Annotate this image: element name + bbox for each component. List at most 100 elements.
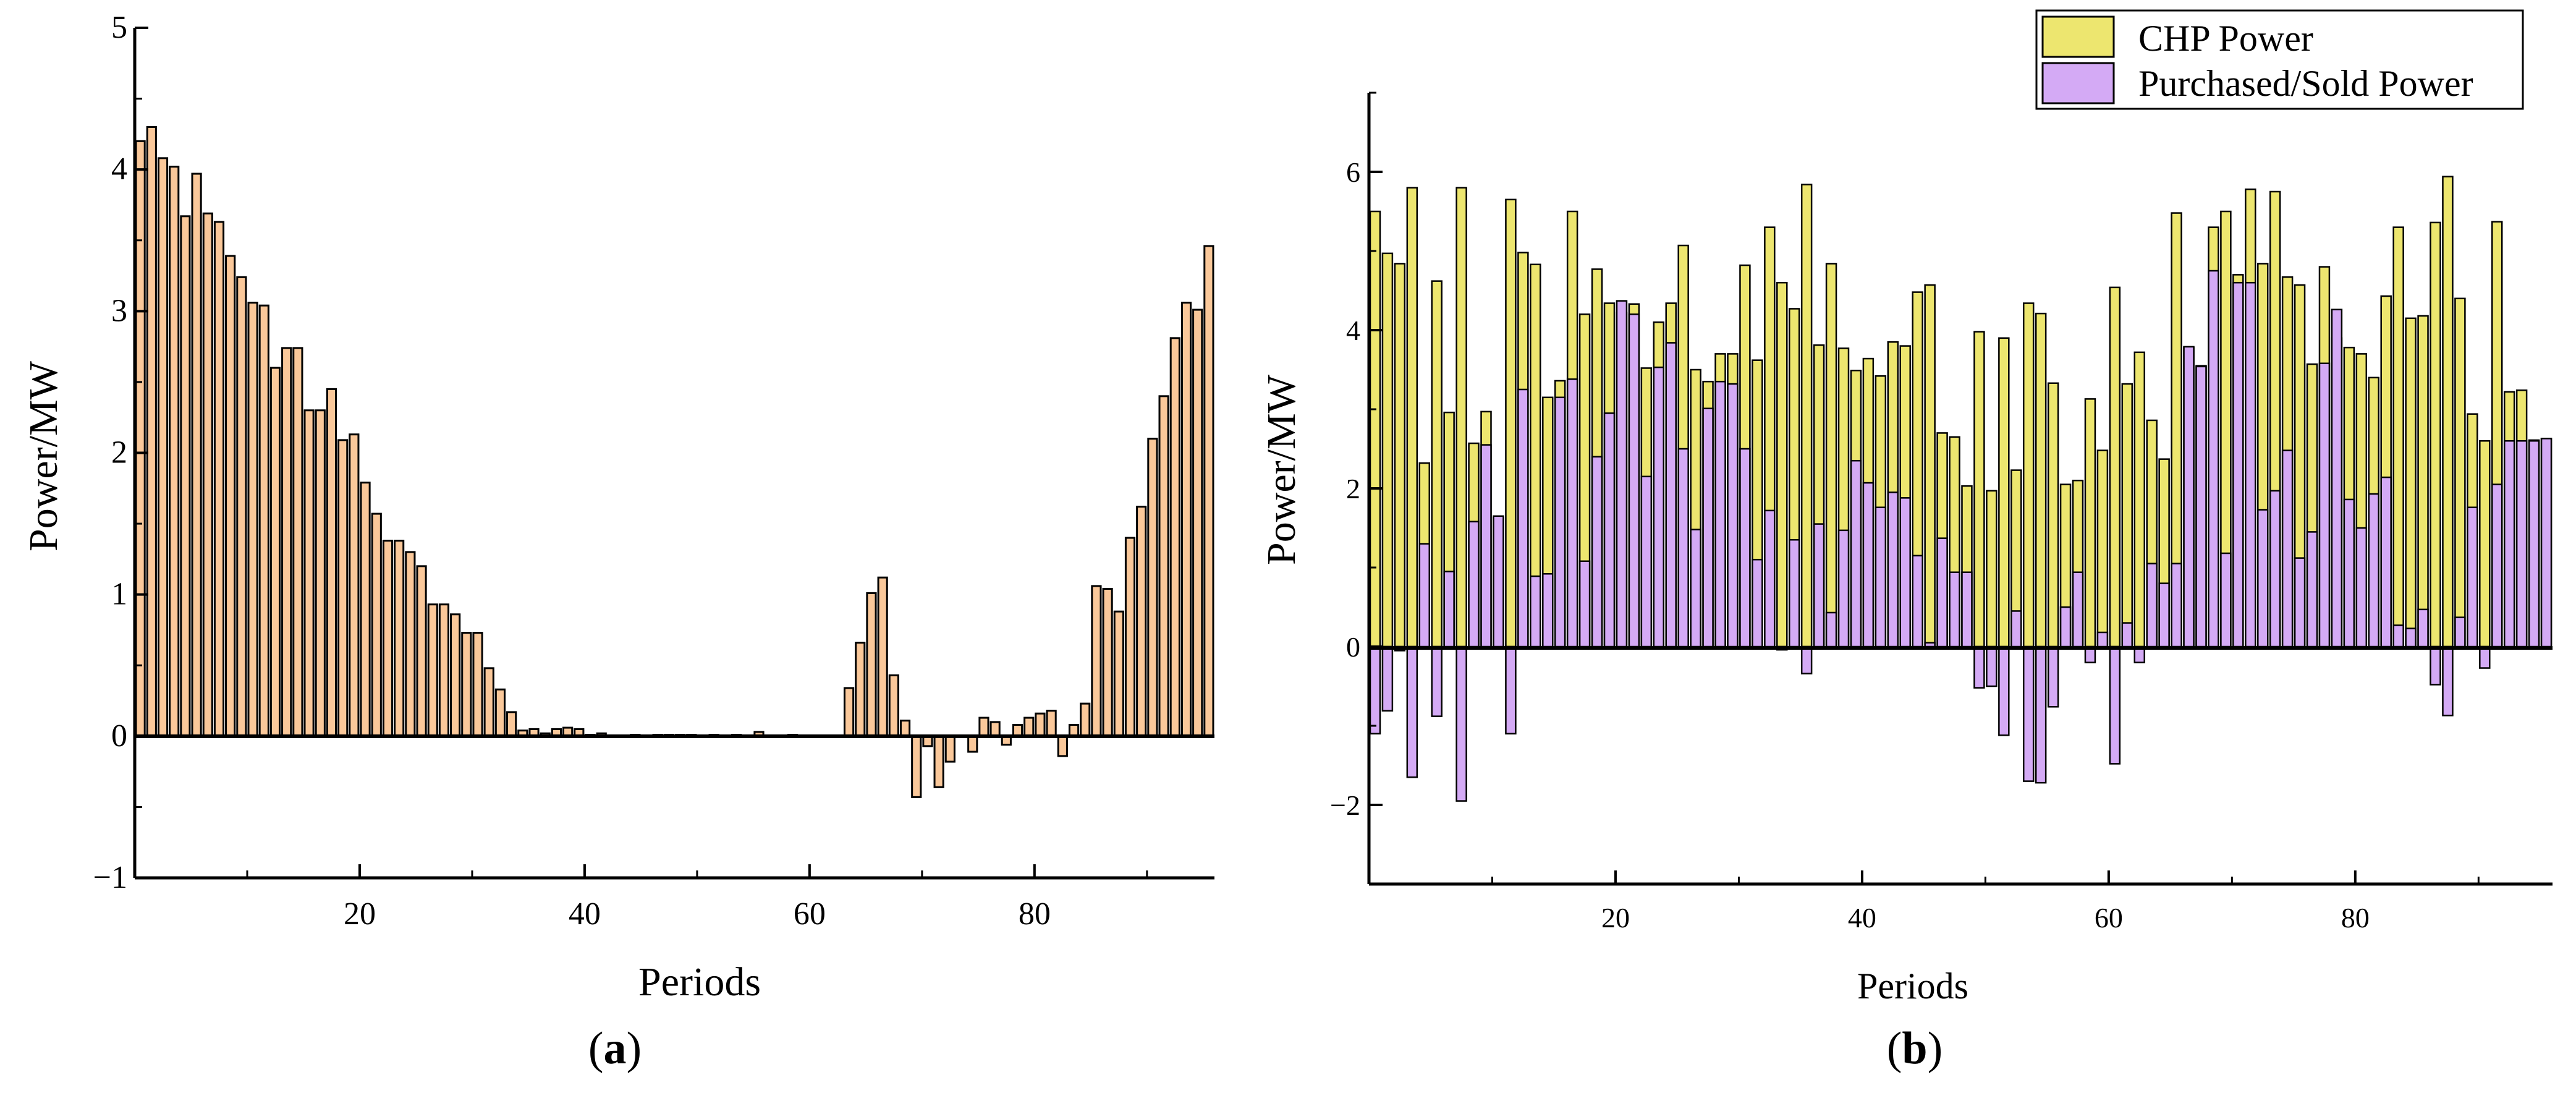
bar-purchased-sold-period-62 <box>2121 622 2133 648</box>
svg-text:(b): (b) <box>1887 1023 1943 1074</box>
bar-chp-period-63 <box>2133 351 2145 648</box>
x-axis-title-b: Periods <box>1857 966 1968 1006</box>
bar-purchased-sold-period-4 <box>1406 645 1418 778</box>
chart-panel-a: −1 0 1 2 3 4 5 20 40 60 80 Power/MW Periods (a) <box>21 10 1214 1074</box>
bar-a-period-67 <box>877 576 888 738</box>
bar-a-period-22 <box>371 512 382 738</box>
x-tick-label-a: 60 <box>794 896 826 932</box>
bar-chp-period-89 <box>2454 297 2466 648</box>
bar-a-period-1 <box>135 140 146 738</box>
bar-purchased-sold-period-25 <box>1665 342 1677 648</box>
bar-a-period-14 <box>281 347 292 738</box>
bar-purchased-sold-period-85 <box>2405 627 2417 648</box>
bar-a-period-20 <box>349 433 360 738</box>
y-tick-label-b: 6 <box>1346 156 1360 188</box>
bar-purchased-sold-period-24 <box>1653 366 1665 648</box>
bar-purchased-sold-period-58 <box>2072 571 2084 648</box>
bar-a-period-65 <box>855 642 866 738</box>
x-ticks-a: 20 40 60 80 <box>246 864 1148 932</box>
bar-chp-period-38 <box>1825 263 1837 648</box>
bar-purchased-sold-period-64 <box>2146 563 2158 648</box>
bar-purchased-sold-period-68 <box>2195 365 2207 648</box>
bar-chp-period-4 <box>1406 187 1418 648</box>
bar-chp-period-59 <box>2084 398 2096 648</box>
svg-text:(a): (a) <box>588 1023 642 1074</box>
bar-a-period-31 <box>472 632 483 738</box>
bar-purchased-sold-period-55 <box>2035 645 2047 784</box>
bar-purchased-sold-period-48 <box>1949 571 1960 648</box>
x-tick-label-a: 80 <box>1019 896 1051 932</box>
bar-a-period-72 <box>933 735 944 788</box>
bar-a-period-86 <box>1091 585 1102 738</box>
bar-chp-period-86 <box>2417 315 2429 648</box>
bar-purchased-sold-period-65 <box>2158 582 2170 648</box>
bar-a-period-87 <box>1102 588 1113 738</box>
bar-purchased-sold-period-7 <box>1443 571 1455 648</box>
bar-purchased-sold-period-1 <box>1369 645 1381 735</box>
bar-a-period-9 <box>225 255 236 738</box>
bar-purchased-sold-period-8 <box>1455 645 1467 802</box>
bar-a-period-27 <box>427 603 438 738</box>
bar-a-period-11 <box>247 302 258 738</box>
bar-purchased-sold-period-83 <box>2380 476 2392 648</box>
bar-a-period-21 <box>360 482 371 738</box>
y-tick-label-a: 0 <box>111 718 127 754</box>
bar-purchased-sold-period-49 <box>1961 571 1973 648</box>
bar-a-period-73 <box>944 735 955 763</box>
bar-purchased-sold-period-38 <box>1825 611 1837 648</box>
legend: CHP Power Purchased/Sold Power <box>2035 9 2524 110</box>
bar-purchased-sold-period-96 <box>2540 438 2553 648</box>
bar-a-period-13 <box>269 367 281 738</box>
bar-a-period-95 <box>1192 308 1203 738</box>
bar-purchased-sold-period-95 <box>2528 440 2540 648</box>
bar-chp-period-8 <box>1455 187 1467 648</box>
bar-purchased-sold-period-9 <box>1468 521 1480 648</box>
bar-a-period-83 <box>1057 735 1068 757</box>
bar-purchased-sold-period-15 <box>1542 572 1554 648</box>
bar-purchased-sold-period-40 <box>1850 459 1862 648</box>
bar-a-period-18 <box>326 388 337 738</box>
bar-purchased-sold-period-33 <box>1764 509 1776 648</box>
bar-a-period-88 <box>1113 610 1124 738</box>
bar-purchased-sold-period-81 <box>2355 527 2368 648</box>
bar-a-period-90 <box>1136 506 1147 738</box>
bar-purchased-sold-period-11 <box>1493 515 1504 648</box>
bar-purchased-sold-period-30 <box>1727 383 1739 648</box>
bar-chp-period-36 <box>1800 184 1813 648</box>
x-tick-label-b: 20 <box>1601 902 1630 934</box>
bar-purchased-sold-period-88 <box>2442 645 2454 717</box>
bar-a-period-24 <box>394 540 405 738</box>
bar-purchased-sold-period-87 <box>2430 645 2441 686</box>
bar-a-period-94 <box>1180 302 1192 738</box>
x-ticks-b: 20 40 60 80 <box>1491 870 2480 934</box>
bar-a-period-23 <box>382 540 394 738</box>
bar-purchased-sold-period-93 <box>2503 440 2515 648</box>
bar-purchased-sold-period-51 <box>1986 645 1998 687</box>
bar-a-period-66 <box>866 592 877 738</box>
bar-a-period-15 <box>292 347 303 738</box>
bar-purchased-sold-period-67 <box>2183 346 2195 648</box>
bar-a-period-5 <box>180 215 191 738</box>
bar-purchased-sold-period-44 <box>1899 497 1911 648</box>
bar-chp-period-50 <box>1973 331 1985 648</box>
y-tick-label-a: 3 <box>111 293 127 328</box>
bar-chp-period-61 <box>2109 286 2121 648</box>
bar-a-period-26 <box>416 565 427 738</box>
bar-a-period-29 <box>450 613 461 738</box>
bar-purchased-sold-period-60 <box>2096 631 2109 648</box>
bar-purchased-sold-period-78 <box>2318 362 2331 648</box>
bar-a-period-34 <box>506 711 517 738</box>
y-tick-label-a: 5 <box>111 10 127 45</box>
bar-purchased-sold-period-57 <box>2059 606 2072 648</box>
bar-purchased-sold-period-32 <box>1752 558 1763 648</box>
bar-a-period-92 <box>1158 395 1169 738</box>
bars-a <box>135 125 1214 798</box>
bar-a-period-8 <box>213 221 225 738</box>
bar-chp-period-2 <box>1381 252 1394 648</box>
bar-chp-period-56 <box>2047 382 2059 648</box>
bar-purchased-sold-period-91 <box>2479 645 2491 669</box>
bar-a-period-4 <box>169 166 180 738</box>
bar-a-period-96 <box>1203 245 1214 738</box>
bar-a-period-32 <box>483 667 494 738</box>
